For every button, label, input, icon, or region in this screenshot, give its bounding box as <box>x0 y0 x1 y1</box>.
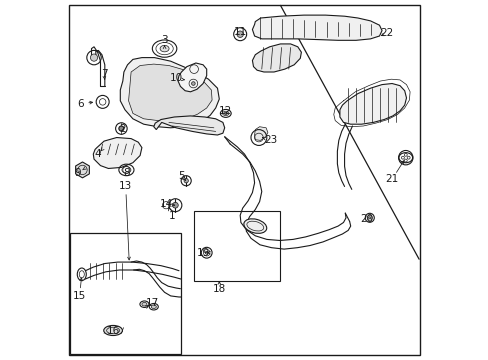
Polygon shape <box>120 58 219 128</box>
Text: 1: 1 <box>169 211 176 221</box>
Text: 19: 19 <box>196 248 209 258</box>
Circle shape <box>119 126 123 131</box>
Bar <box>70 233 181 354</box>
Text: 14: 14 <box>160 199 173 210</box>
Text: 2: 2 <box>119 123 125 134</box>
Polygon shape <box>76 162 89 178</box>
Text: 12: 12 <box>219 106 232 116</box>
Circle shape <box>172 202 178 208</box>
Text: 22: 22 <box>379 28 392 38</box>
Polygon shape <box>93 138 142 168</box>
Circle shape <box>191 82 195 85</box>
Text: 5: 5 <box>178 171 184 181</box>
Text: 6: 6 <box>77 99 84 109</box>
Ellipse shape <box>368 217 370 219</box>
Text: 21: 21 <box>385 174 398 184</box>
Polygon shape <box>252 15 381 40</box>
Circle shape <box>183 179 188 183</box>
Polygon shape <box>128 64 212 121</box>
Polygon shape <box>178 63 206 92</box>
Bar <box>194 211 280 281</box>
Circle shape <box>90 54 98 61</box>
Ellipse shape <box>142 302 146 306</box>
Ellipse shape <box>103 325 122 336</box>
Ellipse shape <box>205 251 208 254</box>
Polygon shape <box>252 44 301 72</box>
Text: 17: 17 <box>146 298 159 308</box>
Ellipse shape <box>151 305 156 309</box>
Text: 9: 9 <box>75 168 81 178</box>
Ellipse shape <box>160 45 169 52</box>
Text: 3: 3 <box>161 35 167 45</box>
Ellipse shape <box>224 112 227 114</box>
Text: 15: 15 <box>73 291 86 301</box>
Text: 20: 20 <box>360 214 373 224</box>
Polygon shape <box>254 127 267 140</box>
Ellipse shape <box>244 219 266 233</box>
Text: 13: 13 <box>119 181 132 192</box>
Text: 11: 11 <box>233 27 246 37</box>
Text: 18: 18 <box>212 284 225 294</box>
Circle shape <box>237 31 243 37</box>
Text: 4: 4 <box>94 149 101 159</box>
Text: 7: 7 <box>101 69 107 79</box>
Text: 10: 10 <box>169 73 183 84</box>
Polygon shape <box>339 84 406 124</box>
Text: 8: 8 <box>123 168 129 178</box>
Text: 23: 23 <box>263 135 277 145</box>
Polygon shape <box>153 116 224 135</box>
Text: 16: 16 <box>106 326 120 336</box>
